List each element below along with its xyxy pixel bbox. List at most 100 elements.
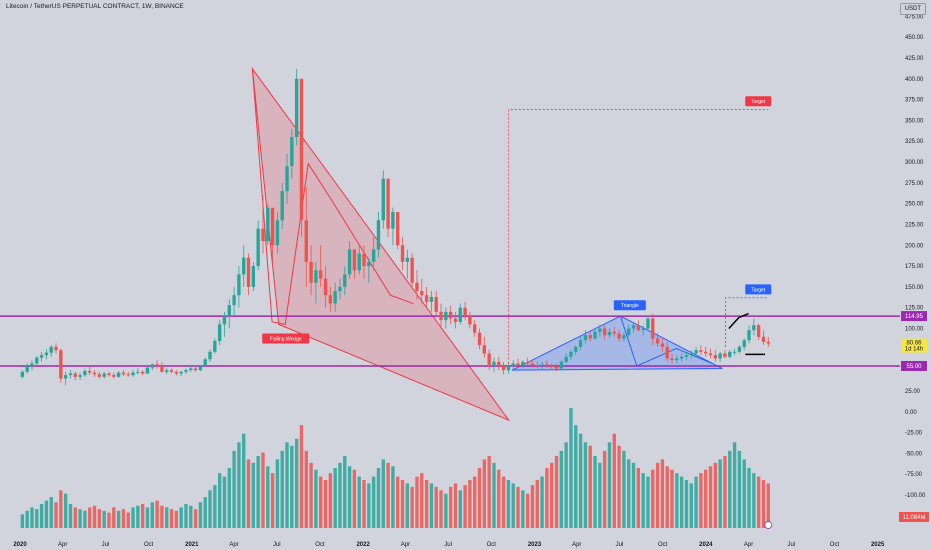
candle bbox=[453, 311, 458, 329]
candle bbox=[83, 368, 87, 377]
candle-body bbox=[367, 261, 371, 267]
candle-body bbox=[112, 375, 116, 377]
candle bbox=[405, 249, 410, 279]
volume-bar bbox=[92, 505, 97, 528]
volume-bar bbox=[578, 433, 583, 528]
volume-bar bbox=[290, 445, 294, 528]
candle bbox=[636, 320, 641, 332]
candle bbox=[651, 313, 655, 346]
candle bbox=[136, 368, 140, 375]
candle bbox=[665, 341, 669, 362]
currency-button[interactable]: USDT bbox=[899, 3, 926, 15]
volume-bar bbox=[535, 480, 539, 528]
candle-body bbox=[83, 370, 87, 376]
candle-body bbox=[145, 367, 150, 374]
candle-body bbox=[347, 249, 352, 275]
volume-bar bbox=[492, 462, 496, 528]
volume-bar bbox=[525, 493, 530, 528]
volume-bar bbox=[453, 483, 458, 528]
volume-bar bbox=[679, 476, 684, 528]
candle-body bbox=[174, 371, 179, 374]
candle bbox=[439, 303, 443, 329]
volume-bar bbox=[670, 469, 674, 528]
volume-bar bbox=[564, 442, 568, 528]
candle bbox=[319, 245, 323, 287]
candle bbox=[617, 330, 621, 342]
falling-wedge-label-bg bbox=[262, 333, 310, 344]
price-tick-label: 400.00 bbox=[905, 77, 924, 83]
candle bbox=[270, 207, 275, 262]
volume-bar bbox=[184, 504, 188, 528]
volume-tag-bg bbox=[899, 512, 929, 522]
time-tick-label: Jul bbox=[616, 542, 624, 548]
candle bbox=[299, 78, 304, 237]
lower-level-tag-bg bbox=[901, 360, 927, 371]
candle-body bbox=[501, 365, 506, 371]
volume-bar bbox=[227, 468, 231, 528]
volume-bar bbox=[261, 452, 265, 528]
candle bbox=[535, 361, 539, 369]
candle-body bbox=[227, 305, 231, 317]
candle-body bbox=[256, 228, 260, 267]
time-tick-label: Jul bbox=[102, 542, 110, 548]
price-tick-label: 275.00 bbox=[905, 181, 924, 187]
volume-bar bbox=[420, 473, 424, 528]
volume-bar bbox=[256, 456, 260, 528]
volume-bar bbox=[766, 483, 770, 528]
candle bbox=[660, 336, 665, 352]
target-2-label-bg bbox=[745, 284, 772, 295]
candle bbox=[622, 332, 626, 342]
candle-body bbox=[126, 374, 130, 376]
candle bbox=[448, 305, 453, 325]
candle bbox=[752, 318, 756, 336]
lightning-icon[interactable] bbox=[764, 521, 773, 529]
price-tick-label: 475.00 bbox=[905, 14, 924, 20]
candle bbox=[222, 311, 227, 337]
candle-body bbox=[545, 364, 549, 366]
candle bbox=[386, 178, 390, 237]
candle-body bbox=[665, 346, 669, 359]
candle-body bbox=[482, 345, 487, 354]
volume-bar bbox=[266, 466, 270, 528]
candle-body bbox=[304, 220, 308, 262]
volume-bar bbox=[737, 450, 742, 528]
price-tick-label: -100.00 bbox=[905, 493, 926, 499]
candle-body bbox=[88, 370, 92, 373]
candle-body bbox=[30, 363, 34, 366]
volume-bar bbox=[646, 476, 650, 528]
volume-bar bbox=[448, 486, 453, 528]
candle-body bbox=[54, 346, 58, 351]
candle-body bbox=[237, 274, 241, 296]
time-tick-label: Oct bbox=[830, 542, 840, 548]
candle bbox=[169, 368, 174, 374]
candle-body bbox=[140, 371, 145, 374]
candle-body bbox=[617, 333, 621, 339]
candle bbox=[290, 128, 294, 179]
volume-bar bbox=[371, 476, 376, 528]
volume-bar bbox=[752, 473, 756, 528]
candle-body bbox=[675, 358, 679, 361]
candle-body bbox=[338, 286, 342, 292]
candle bbox=[59, 348, 63, 383]
triangle-label-text: Triangle bbox=[621, 303, 639, 309]
candle-body bbox=[78, 375, 82, 377]
candle-body bbox=[578, 340, 583, 347]
candle-body bbox=[424, 295, 429, 302]
candle-body bbox=[352, 249, 357, 271]
candle bbox=[266, 203, 270, 246]
candle-body bbox=[602, 328, 607, 336]
volume-bar bbox=[429, 483, 434, 528]
candle bbox=[189, 365, 193, 372]
candle-body bbox=[651, 318, 655, 339]
candle-body bbox=[405, 257, 410, 262]
candle-body bbox=[535, 365, 539, 367]
volume-bar bbox=[501, 476, 506, 528]
volume-bar bbox=[559, 450, 564, 528]
candle-body bbox=[275, 220, 280, 246]
lower-level-tag-text: 55.00 bbox=[906, 364, 922, 370]
candle-body bbox=[49, 346, 53, 353]
candle-body bbox=[343, 274, 347, 287]
candle bbox=[631, 321, 636, 333]
candle bbox=[227, 299, 231, 329]
